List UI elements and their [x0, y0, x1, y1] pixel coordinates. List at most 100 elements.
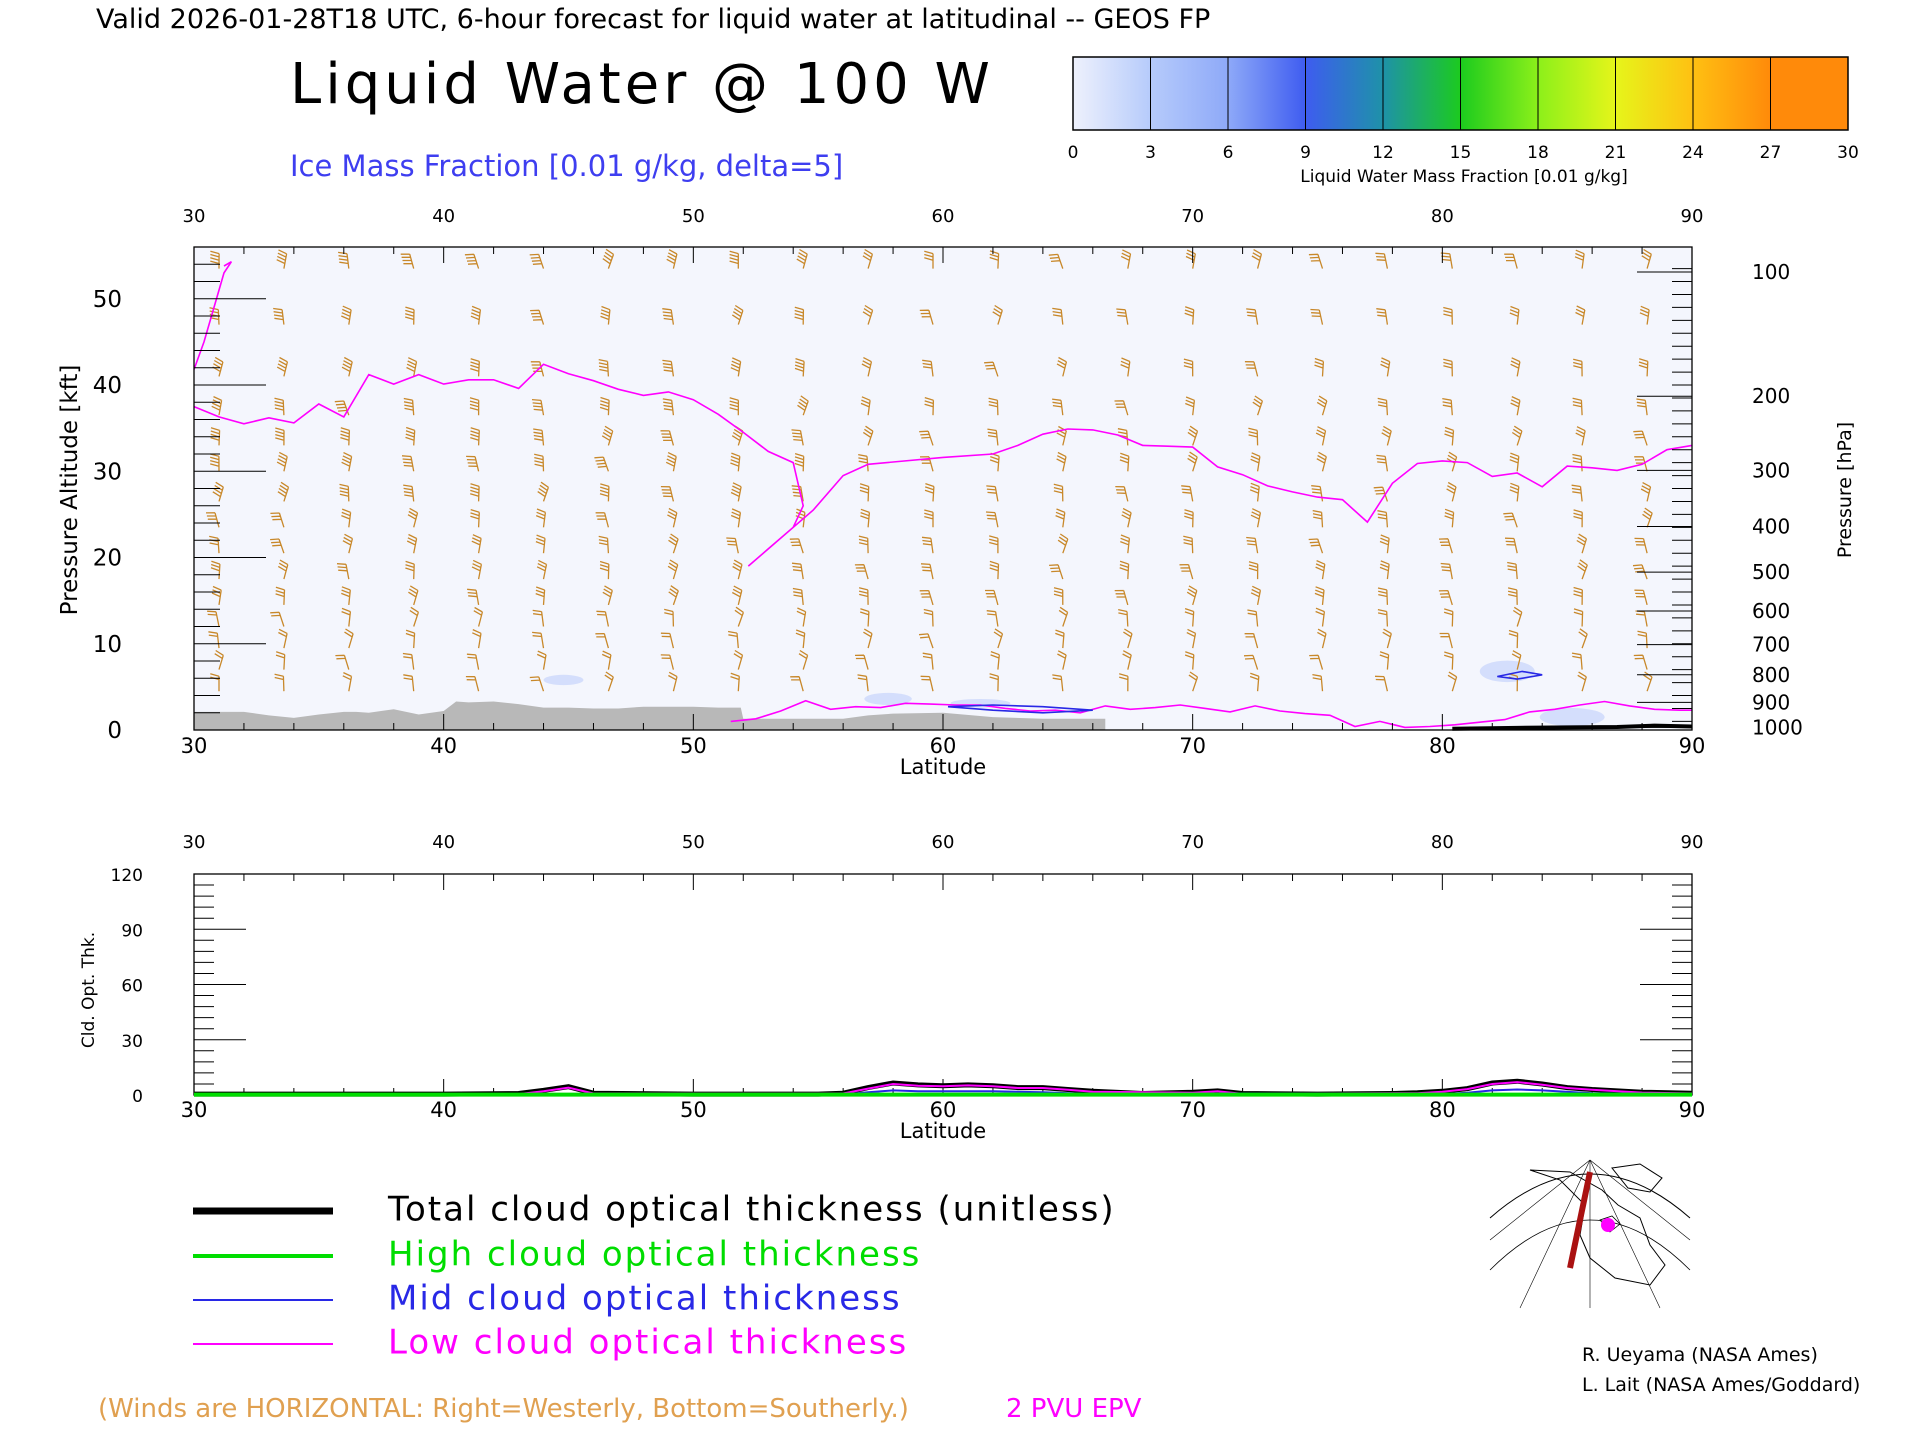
- x-tick-label: 90: [1679, 734, 1706, 758]
- wind-barb: [667, 507, 678, 528]
- pressure-tick-label: 700: [1752, 633, 1790, 657]
- x-tick-label: 50: [680, 1098, 707, 1122]
- wind-barb: [1249, 672, 1260, 692]
- wind-barb: [794, 306, 805, 325]
- wind-barb: [341, 508, 352, 528]
- liquid-water-field: [194, 247, 1692, 730]
- wind-barb: [1575, 305, 1586, 325]
- epv-low-level-contour: [730, 699, 1692, 729]
- wind-barb: [1438, 589, 1453, 606]
- wind-barb: [273, 307, 285, 325]
- terrain-surface: [194, 701, 1106, 730]
- cross-section-track: [1567, 1171, 1593, 1269]
- wind-barb: [1250, 452, 1261, 472]
- wind-barb: [270, 512, 285, 528]
- wind-barb: [339, 483, 350, 502]
- wind-barb: [275, 651, 286, 670]
- wind-barb: [1573, 586, 1583, 605]
- colorbar-segment: [1615, 57, 1694, 130]
- wind-barb: [1381, 425, 1392, 446]
- location-map-inset: [1489, 1159, 1691, 1309]
- wind-barb: [212, 481, 224, 502]
- wind-barb: [860, 508, 871, 528]
- wind-barb: [535, 586, 546, 605]
- pressure-tick-label: 800: [1752, 663, 1790, 687]
- epv-label: 2 PVU EPV: [1006, 1394, 1142, 1424]
- wind-barb: [1374, 675, 1389, 692]
- wind-barb: [660, 485, 675, 502]
- wind-barb: [1053, 587, 1064, 605]
- ice-fraction-patch: [543, 674, 584, 686]
- wind-barb: [473, 606, 484, 627]
- legend-label-high: High cloud optical thickness: [388, 1235, 921, 1275]
- wind-barb: [1053, 483, 1064, 502]
- x-tick-label: 50: [680, 734, 707, 758]
- x-top-tick-label: 60: [932, 832, 955, 853]
- plot-subtitle: Ice Mass Fraction [0.01 g/kg, delta=5]: [290, 149, 843, 183]
- x-tick-label: 40: [430, 1098, 457, 1122]
- wind-barb: [1188, 671, 1199, 692]
- wind-barb: [1123, 628, 1133, 649]
- wind-barb: [408, 585, 419, 606]
- wind-barb: [920, 675, 934, 692]
- wind-barb: [1120, 249, 1132, 269]
- wind-barb: [602, 248, 615, 269]
- wind-barb: [1508, 629, 1519, 649]
- wind-barb: [274, 673, 285, 692]
- wind-barb: [207, 610, 220, 627]
- wind-barb: [1122, 650, 1132, 670]
- wind-barb: [341, 356, 353, 377]
- colorbar-tick-label: 18: [1527, 143, 1549, 163]
- wind-barb: [1185, 396, 1196, 416]
- wind-barb: [400, 253, 415, 269]
- wind-barb: [405, 426, 416, 446]
- wind-barb: [1057, 650, 1067, 670]
- wind-barb: [1379, 651, 1390, 670]
- wind-barb: [602, 585, 613, 606]
- wind-barb: [1509, 482, 1520, 502]
- wind-barb: [1640, 482, 1652, 502]
- wind-barb: [1246, 536, 1259, 554]
- wind-barb: [532, 631, 545, 649]
- wind-barb: [529, 253, 545, 269]
- wind-barb: [1250, 585, 1262, 606]
- ice-fraction-patch: [1479, 660, 1535, 683]
- x-top-tick-label: 50: [682, 832, 705, 853]
- wind-barb: [1636, 398, 1648, 416]
- wind-barb: [403, 397, 415, 416]
- wind-barb: [1179, 563, 1194, 580]
- wind-barb: [533, 428, 545, 446]
- wind-barb: [924, 482, 935, 502]
- wind-barb: [205, 512, 220, 528]
- wind-barb: [1317, 628, 1327, 649]
- colorbar-tick-label: 9: [1300, 143, 1311, 163]
- wind-barb: [862, 248, 874, 269]
- wind-barb: [270, 538, 285, 554]
- wind-barb: [666, 249, 678, 269]
- credit-line-1: R. Ueyama (NASA Ames): [1582, 1344, 1818, 1366]
- colorbar-tick-label: 12: [1372, 143, 1394, 163]
- pressure-tick-label: 900: [1752, 690, 1790, 714]
- wind-barb: [660, 632, 675, 649]
- wind-barb: [214, 649, 224, 670]
- wind-barb: [726, 537, 739, 554]
- y-tick-label: 50: [93, 287, 122, 313]
- wind-barb: [335, 654, 350, 670]
- wind-barb: [1571, 652, 1583, 670]
- wind-barb: [1379, 534, 1390, 554]
- wind-barb: [797, 395, 809, 416]
- wind-barb: [1510, 396, 1521, 416]
- wind-barb: [1571, 484, 1583, 502]
- wind-barb: [1247, 609, 1259, 627]
- wind-barb: [796, 607, 807, 627]
- wind-barb: [660, 430, 675, 446]
- x-tick-label: 60: [930, 1098, 957, 1122]
- wind-barb: [1115, 485, 1129, 502]
- wind-barb: [270, 611, 285, 627]
- wind-barb: [796, 248, 808, 269]
- wind-barb: [1446, 451, 1458, 472]
- wind-barb: [1186, 628, 1197, 649]
- wind-barb: [1377, 510, 1389, 528]
- wind-barb: [210, 427, 221, 446]
- wind-barb: [989, 535, 999, 554]
